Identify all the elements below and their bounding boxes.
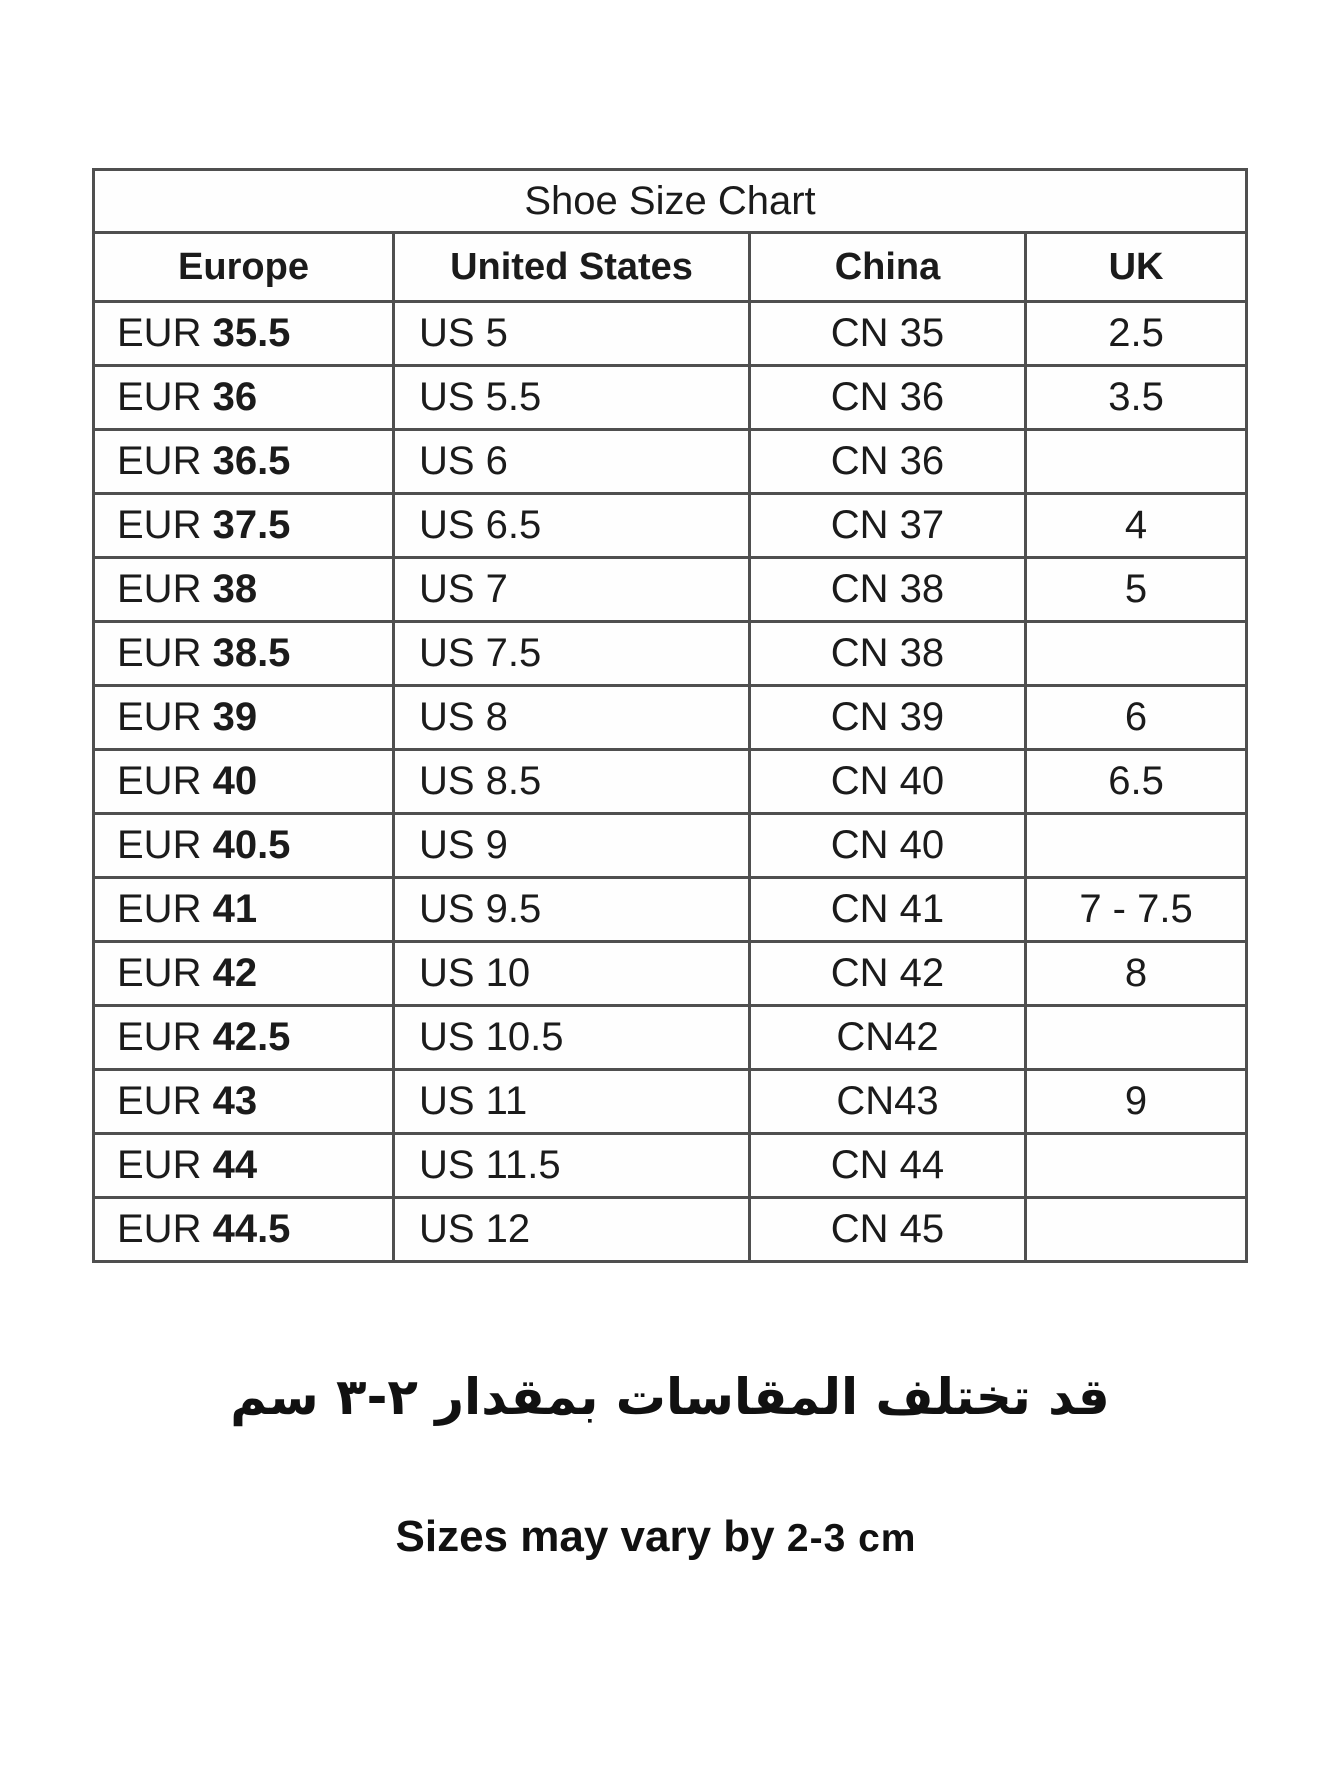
table-row: EUR 44.5 US 12 CN 45 — [92, 1196, 1249, 1263]
eur-size-cell: EUR 42 — [92, 940, 395, 1007]
uk-size-cell: 3.5 — [1023, 364, 1249, 431]
cn-size-cell: CN 35 — [748, 300, 1027, 367]
cn-size-cell: CN 41 — [748, 876, 1027, 943]
us-size-cell: US 5 — [392, 300, 751, 367]
eur-size-cell: EUR 36 — [92, 364, 395, 431]
uk-size-cell: 5 — [1023, 556, 1249, 623]
uk-size-cell: 6.5 — [1023, 748, 1249, 815]
eur-size-cell: EUR 44 — [92, 1132, 395, 1199]
us-size-cell: US 10.5 — [392, 1004, 751, 1071]
uk-size-cell — [1023, 1196, 1249, 1263]
eur-size-cell: EUR 43 — [92, 1068, 395, 1135]
table-row: EUR 38 US 7 CN 38 5 — [92, 556, 1249, 623]
table-row: EUR 36.5 US 6 CN 36 — [92, 428, 1249, 495]
uk-size-cell — [1023, 428, 1249, 495]
cn-size-cell: CN 40 — [748, 812, 1027, 879]
table-row: EUR 35.5 US 5 CN 35 2.5 — [92, 300, 1249, 367]
cn-size-cell: CN 39 — [748, 684, 1027, 751]
cn-size-cell: CN 40 — [748, 748, 1027, 815]
eur-size-cell: EUR 38 — [92, 556, 395, 623]
cn-size-cell: CN 38 — [748, 556, 1027, 623]
cn-size-cell: CN 42 — [748, 940, 1027, 1007]
uk-size-cell: 4 — [1023, 492, 1249, 559]
uk-size-cell: 8 — [1023, 940, 1249, 1007]
table-row: EUR 42 US 10 CN 42 8 — [92, 940, 1249, 1007]
table-row: EUR 36 US 5.5 CN 36 3.5 — [92, 364, 1249, 431]
us-size-cell: US 12 — [392, 1196, 751, 1263]
column-header-united-states: United States — [392, 231, 751, 303]
cn-size-cell: CN 37 — [748, 492, 1027, 559]
us-size-cell: US 7.5 — [392, 620, 751, 687]
us-size-cell: US 8.5 — [392, 748, 751, 815]
cn-size-cell: CN 38 — [748, 620, 1027, 687]
eur-size-cell: EUR 44.5 — [92, 1196, 395, 1263]
us-size-cell: US 9.5 — [392, 876, 751, 943]
table-row: EUR 42.5 US 10.5 CN42 — [92, 1004, 1249, 1071]
table-row: EUR 44 US 11.5 CN 44 — [92, 1132, 1249, 1199]
eur-size-cell: EUR 40.5 — [92, 812, 395, 879]
eur-size-cell: EUR 42.5 — [92, 1004, 395, 1071]
us-size-cell: US 6 — [392, 428, 751, 495]
table-row: EUR 37.5 US 6.5 CN 37 4 — [92, 492, 1249, 559]
cn-size-cell: CN 45 — [748, 1196, 1027, 1263]
table-title-row: Shoe Size Chart — [91, 168, 1249, 234]
uk-size-cell: 7 - 7.5 — [1023, 876, 1249, 943]
cn-size-cell: CN 36 — [748, 364, 1027, 431]
table-row: EUR 40.5 US 9 CN 40 — [92, 812, 1249, 879]
english-note-value: 2-3 cm — [786, 1517, 917, 1560]
eur-size-cell: EUR 40 — [92, 748, 395, 815]
us-size-cell: US 11 — [392, 1068, 751, 1135]
eur-size-cell: EUR 37.5 — [92, 492, 395, 559]
us-size-cell: US 9 — [392, 812, 751, 879]
us-size-cell: US 6.5 — [392, 492, 751, 559]
table-row: EUR 43 US 11 CN43 9 — [92, 1068, 1249, 1135]
table-row: EUR 39 US 8 CN 39 6 — [92, 684, 1249, 751]
us-size-cell: US 5.5 — [392, 364, 751, 431]
cn-size-cell: CN42 — [748, 1004, 1027, 1071]
column-header-europe: Europe — [92, 231, 395, 303]
table-row: EUR 38.5 US 7.5 CN 38 — [92, 620, 1249, 687]
table-body: EUR 35.5 US 5 CN 35 2.5 EUR 36 US 5.5 CN… — [92, 300, 1249, 1263]
eur-size-cell: EUR 38.5 — [92, 620, 395, 687]
uk-size-cell: 2.5 — [1023, 300, 1249, 367]
eur-size-cell: EUR 41 — [92, 876, 395, 943]
eur-size-cell: EUR 39 — [92, 684, 395, 751]
cn-size-cell: CN43 — [748, 1068, 1027, 1135]
arabic-size-note: قد تختلف المقاسات بمقدار ٢-٣ سم — [230, 1368, 1110, 1426]
uk-size-cell — [1023, 812, 1249, 879]
uk-size-cell — [1023, 1132, 1249, 1199]
cn-size-cell: CN 44 — [748, 1132, 1027, 1199]
us-size-cell: US 7 — [392, 556, 751, 623]
shoe-size-table: Shoe Size Chart Europe United States Chi… — [91, 168, 1249, 1263]
table-row: EUR 40 US 8.5 CN 40 6.5 — [92, 748, 1249, 815]
table-row: EUR 41 US 9.5 CN 41 7 - 7.5 — [92, 876, 1249, 943]
us-size-cell: US 10 — [392, 940, 751, 1007]
uk-size-cell: 9 — [1023, 1068, 1249, 1135]
cn-size-cell: CN 36 — [748, 428, 1027, 495]
uk-size-cell: 6 — [1023, 684, 1249, 751]
uk-size-cell — [1023, 1004, 1249, 1071]
english-note-text: Sizes may vary by — [395, 1512, 775, 1561]
table-title: Shoe Size Chart — [91, 168, 1249, 234]
column-header-uk: UK — [1023, 231, 1249, 303]
eur-size-cell: EUR 35.5 — [92, 300, 395, 367]
column-header-china: China — [748, 231, 1027, 303]
english-size-note: Sizes may vary by 2-3 cm — [0, 1512, 1312, 1562]
us-size-cell: US 8 — [392, 684, 751, 751]
eur-size-cell: EUR 36.5 — [92, 428, 395, 495]
us-size-cell: US 11.5 — [392, 1132, 751, 1199]
uk-size-cell — [1023, 620, 1249, 687]
table-header-row: Europe United States China UK — [92, 231, 1249, 303]
